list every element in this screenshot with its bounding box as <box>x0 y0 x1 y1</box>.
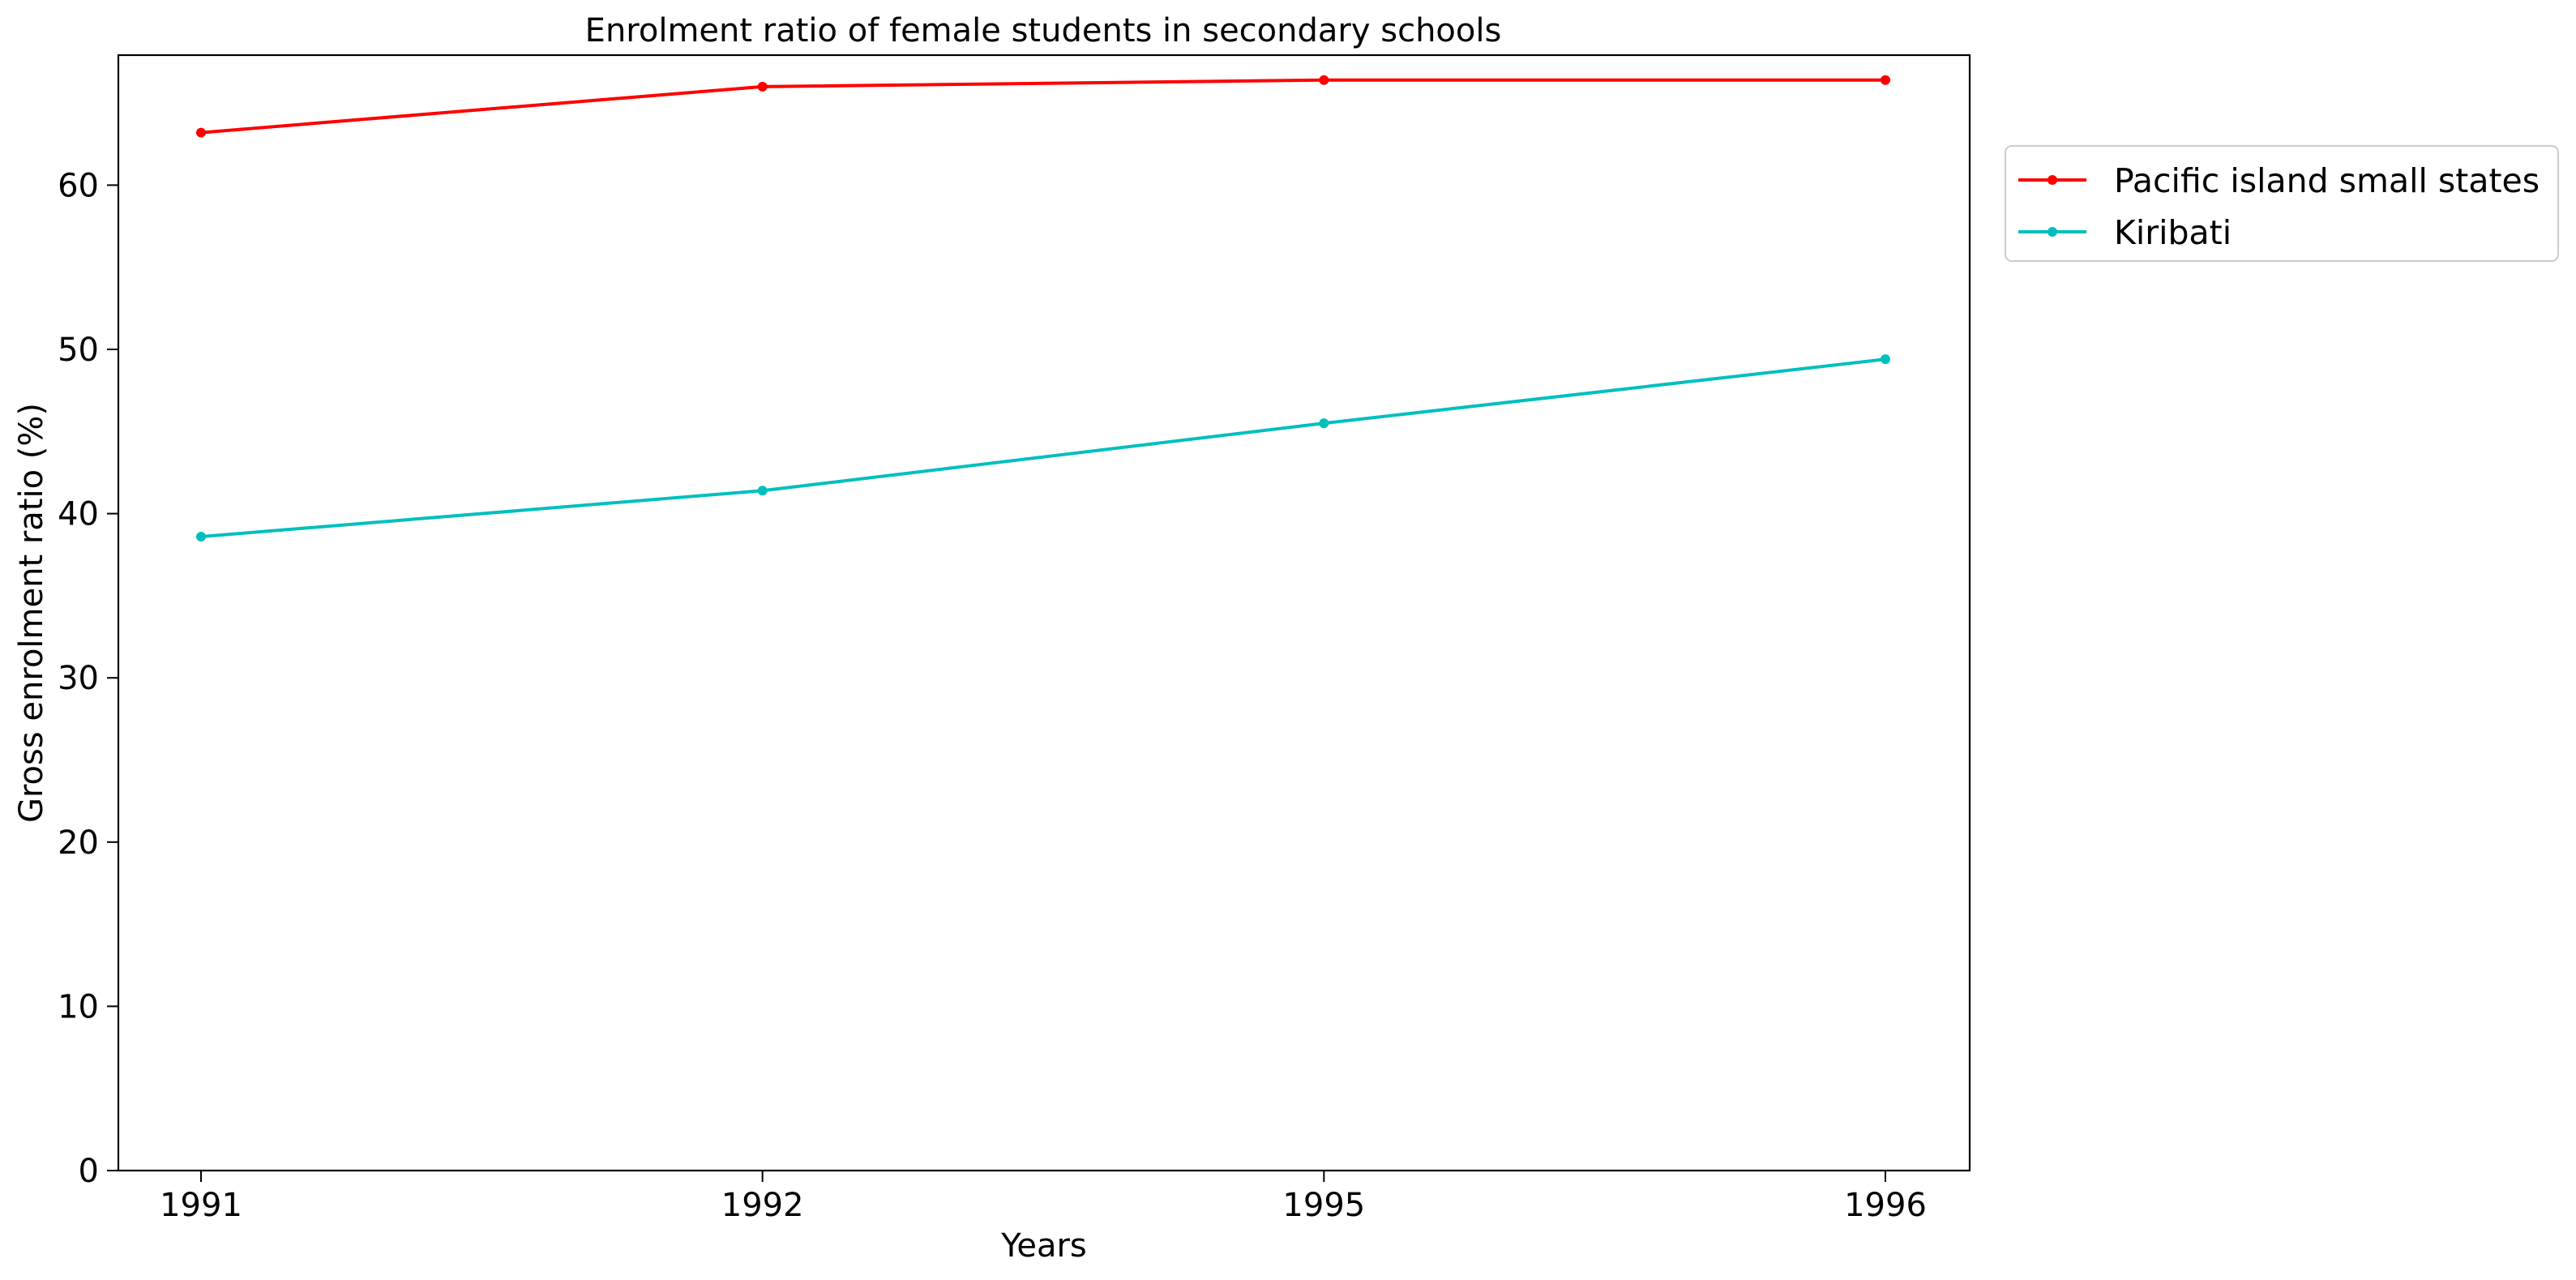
x-axis-title: Years <box>1000 1227 1087 1265</box>
y-tick-label: 0 <box>79 1153 99 1190</box>
x-tick-label: 1996 <box>1844 1187 1927 1224</box>
y-tick-label: 40 <box>58 496 99 533</box>
data-point <box>1319 418 1329 429</box>
y-tick-label: 20 <box>58 824 99 862</box>
data-point <box>1319 75 1329 85</box>
y-axis-title: Gross enrolment ratio (%) <box>13 403 50 823</box>
x-tick-label: 1995 <box>1282 1187 1365 1224</box>
x-axis: 1991 1992 1995 1996 <box>160 1171 1927 1224</box>
plot-frame <box>117 54 1971 1172</box>
y-tick-label: 60 <box>58 167 99 204</box>
data-point <box>196 531 206 542</box>
legend-swatch-marker <box>2048 227 2057 237</box>
chart-title: Enrolment ratio of female students in se… <box>585 12 1502 49</box>
y-tick-label: 50 <box>58 332 99 369</box>
data-point <box>1881 75 1890 85</box>
legend-label: Pacific island small states <box>2114 161 2540 200</box>
series-layer <box>196 75 1890 542</box>
data-point <box>196 127 206 138</box>
series-line <box>200 78 1885 135</box>
data-point <box>757 486 768 496</box>
y-axis: 0 10 20 30 40 50 60 <box>58 167 118 1190</box>
x-tick-label: 1992 <box>721 1187 804 1224</box>
legend-swatch-marker <box>2048 175 2057 185</box>
y-tick-label: 30 <box>58 660 99 697</box>
series-pacific-island-small-states <box>196 75 1890 138</box>
y-tick-label: 10 <box>58 988 99 1025</box>
data-point <box>757 81 768 92</box>
series-kiribati <box>196 354 1890 542</box>
legend: Pacific island small states Kiribati <box>2005 145 2559 262</box>
legend-label: Kiribati <box>2114 213 2232 252</box>
data-point <box>1881 354 1890 365</box>
plot-area <box>117 54 1971 1172</box>
series-line <box>200 357 1886 538</box>
x-tick-label: 1991 <box>160 1187 242 1224</box>
legend-box <box>2005 145 2559 262</box>
